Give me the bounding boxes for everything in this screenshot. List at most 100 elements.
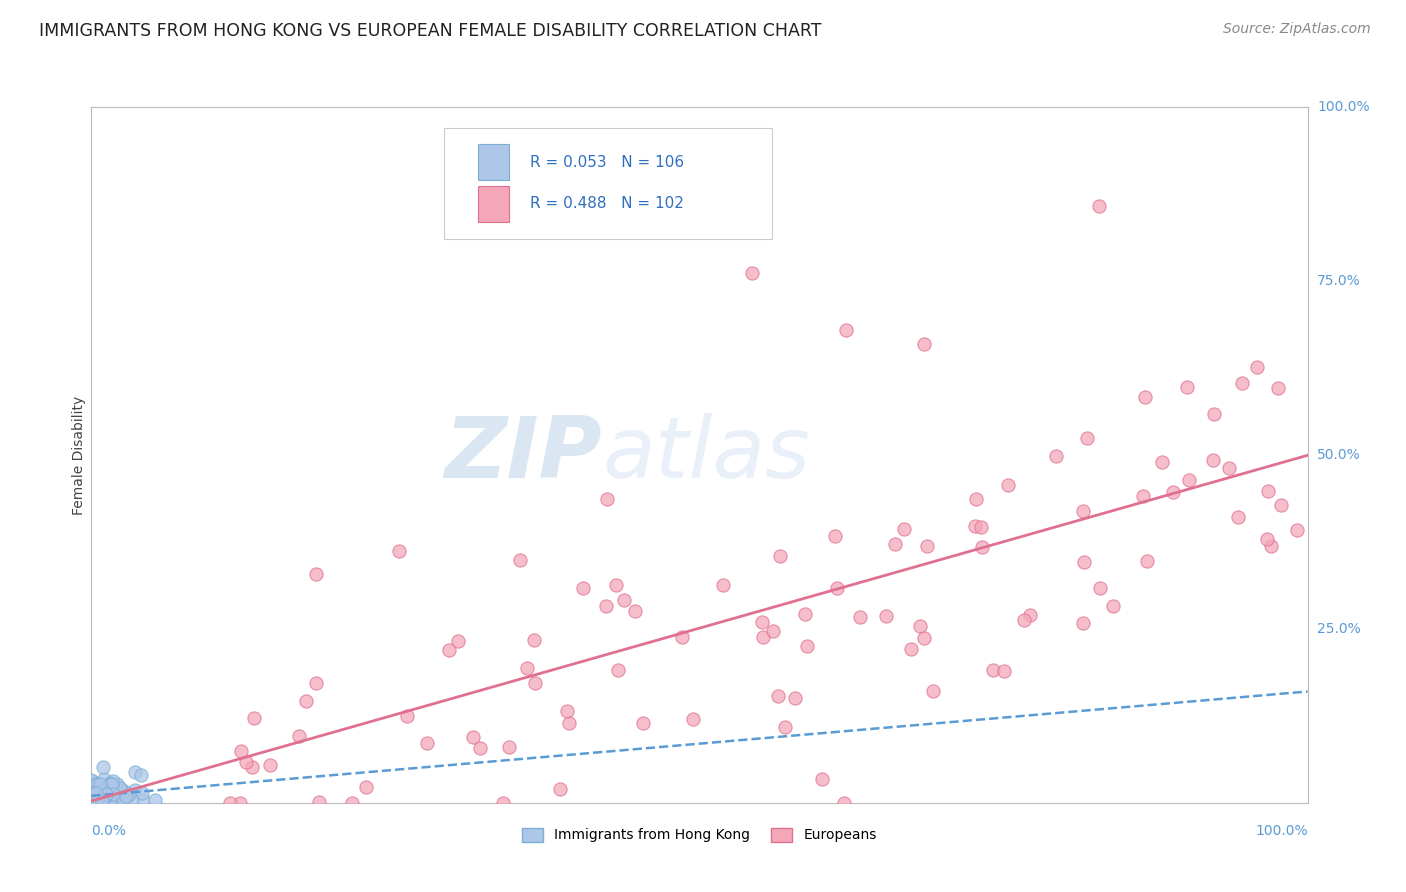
Point (1267, 381, 1289, 395)
Point (1226, 510, 1249, 524)
Point (1163, 484, 1185, 499)
Point (131, 793, 153, 807)
Point (741, 266, 763, 280)
Point (84, 786, 107, 800)
Point (711, 578, 734, 592)
Point (107, 777, 129, 791)
Point (993, 665, 1015, 679)
Point (82, 793, 104, 807)
Point (834, 796, 856, 810)
Point (90, 792, 112, 806)
Point (1073, 504, 1095, 518)
Point (103, 793, 125, 807)
Point (516, 661, 538, 675)
FancyBboxPatch shape (478, 144, 509, 180)
Point (1019, 607, 1042, 622)
Point (93, 792, 115, 806)
Point (84, 794, 107, 808)
Point (80, 782, 103, 797)
Point (766, 690, 789, 704)
Point (82, 796, 104, 810)
Point (524, 676, 547, 690)
Point (82, 787, 104, 801)
Point (900, 641, 922, 656)
Point (783, 691, 806, 706)
Point (90, 792, 112, 806)
Point (1133, 390, 1156, 404)
Point (101, 783, 124, 797)
Point (605, 578, 627, 592)
Point (682, 712, 704, 726)
Point (1088, 581, 1111, 595)
Point (89, 791, 111, 805)
Point (1256, 532, 1278, 546)
Point (86, 796, 108, 810)
Point (1204, 407, 1226, 421)
Text: 25.0%: 25.0% (1317, 622, 1361, 636)
Point (387, 544, 409, 558)
Point (112, 792, 135, 806)
Point (82, 773, 104, 788)
Point (1012, 613, 1035, 627)
Point (1178, 473, 1201, 487)
Point (295, 694, 318, 708)
Point (1071, 616, 1094, 631)
Point (89, 793, 111, 807)
Point (596, 491, 619, 506)
Point (105, 795, 128, 809)
Point (439, 642, 461, 657)
Point (921, 684, 943, 698)
Point (83, 793, 105, 807)
Point (607, 663, 630, 677)
Point (793, 607, 815, 621)
Point (89, 796, 111, 810)
Point (243, 711, 266, 725)
Point (87, 791, 110, 805)
Point (83, 793, 105, 807)
Point (94, 789, 117, 803)
Point (80, 795, 103, 809)
Point (83, 791, 105, 805)
Point (1088, 199, 1111, 213)
Point (90, 789, 112, 804)
Point (762, 624, 785, 638)
Point (752, 630, 775, 644)
Point (1136, 554, 1159, 568)
Point (769, 549, 792, 563)
Text: IMMIGRANTS FROM HONG KONG VS EUROPEAN FEMALE DISABILITY CORRELATION CHART: IMMIGRANTS FROM HONG KONG VS EUROPEAN FE… (39, 22, 823, 40)
Point (1246, 360, 1268, 375)
Point (83, 786, 105, 800)
Point (93, 795, 115, 809)
Point (83, 795, 105, 809)
Point (80, 772, 103, 787)
Point (97, 793, 120, 807)
Point (308, 796, 330, 810)
Point (523, 633, 546, 648)
Point (86, 791, 108, 805)
Point (94, 789, 117, 804)
Point (751, 615, 773, 629)
Point (1218, 461, 1240, 475)
Point (461, 731, 484, 745)
Point (468, 740, 491, 755)
Point (912, 337, 935, 351)
Point (80, 796, 103, 810)
Point (773, 720, 796, 734)
Point (98, 792, 121, 806)
Text: 100.0%: 100.0% (1256, 823, 1308, 838)
Point (96, 787, 118, 801)
Point (86, 792, 108, 806)
Point (124, 783, 146, 797)
Point (86, 789, 108, 804)
Point (1175, 380, 1198, 394)
Text: Source: ZipAtlas.com: Source: ZipAtlas.com (1223, 22, 1371, 37)
Y-axis label: Female Disability: Female Disability (72, 395, 86, 515)
Point (83, 789, 105, 804)
Point (82, 788, 104, 802)
Point (84, 786, 107, 800)
Point (1045, 450, 1067, 464)
Point (82, 785, 104, 799)
Point (110, 781, 132, 796)
Point (288, 729, 311, 743)
Text: R = 0.053   N = 106: R = 0.053 N = 106 (530, 154, 685, 169)
